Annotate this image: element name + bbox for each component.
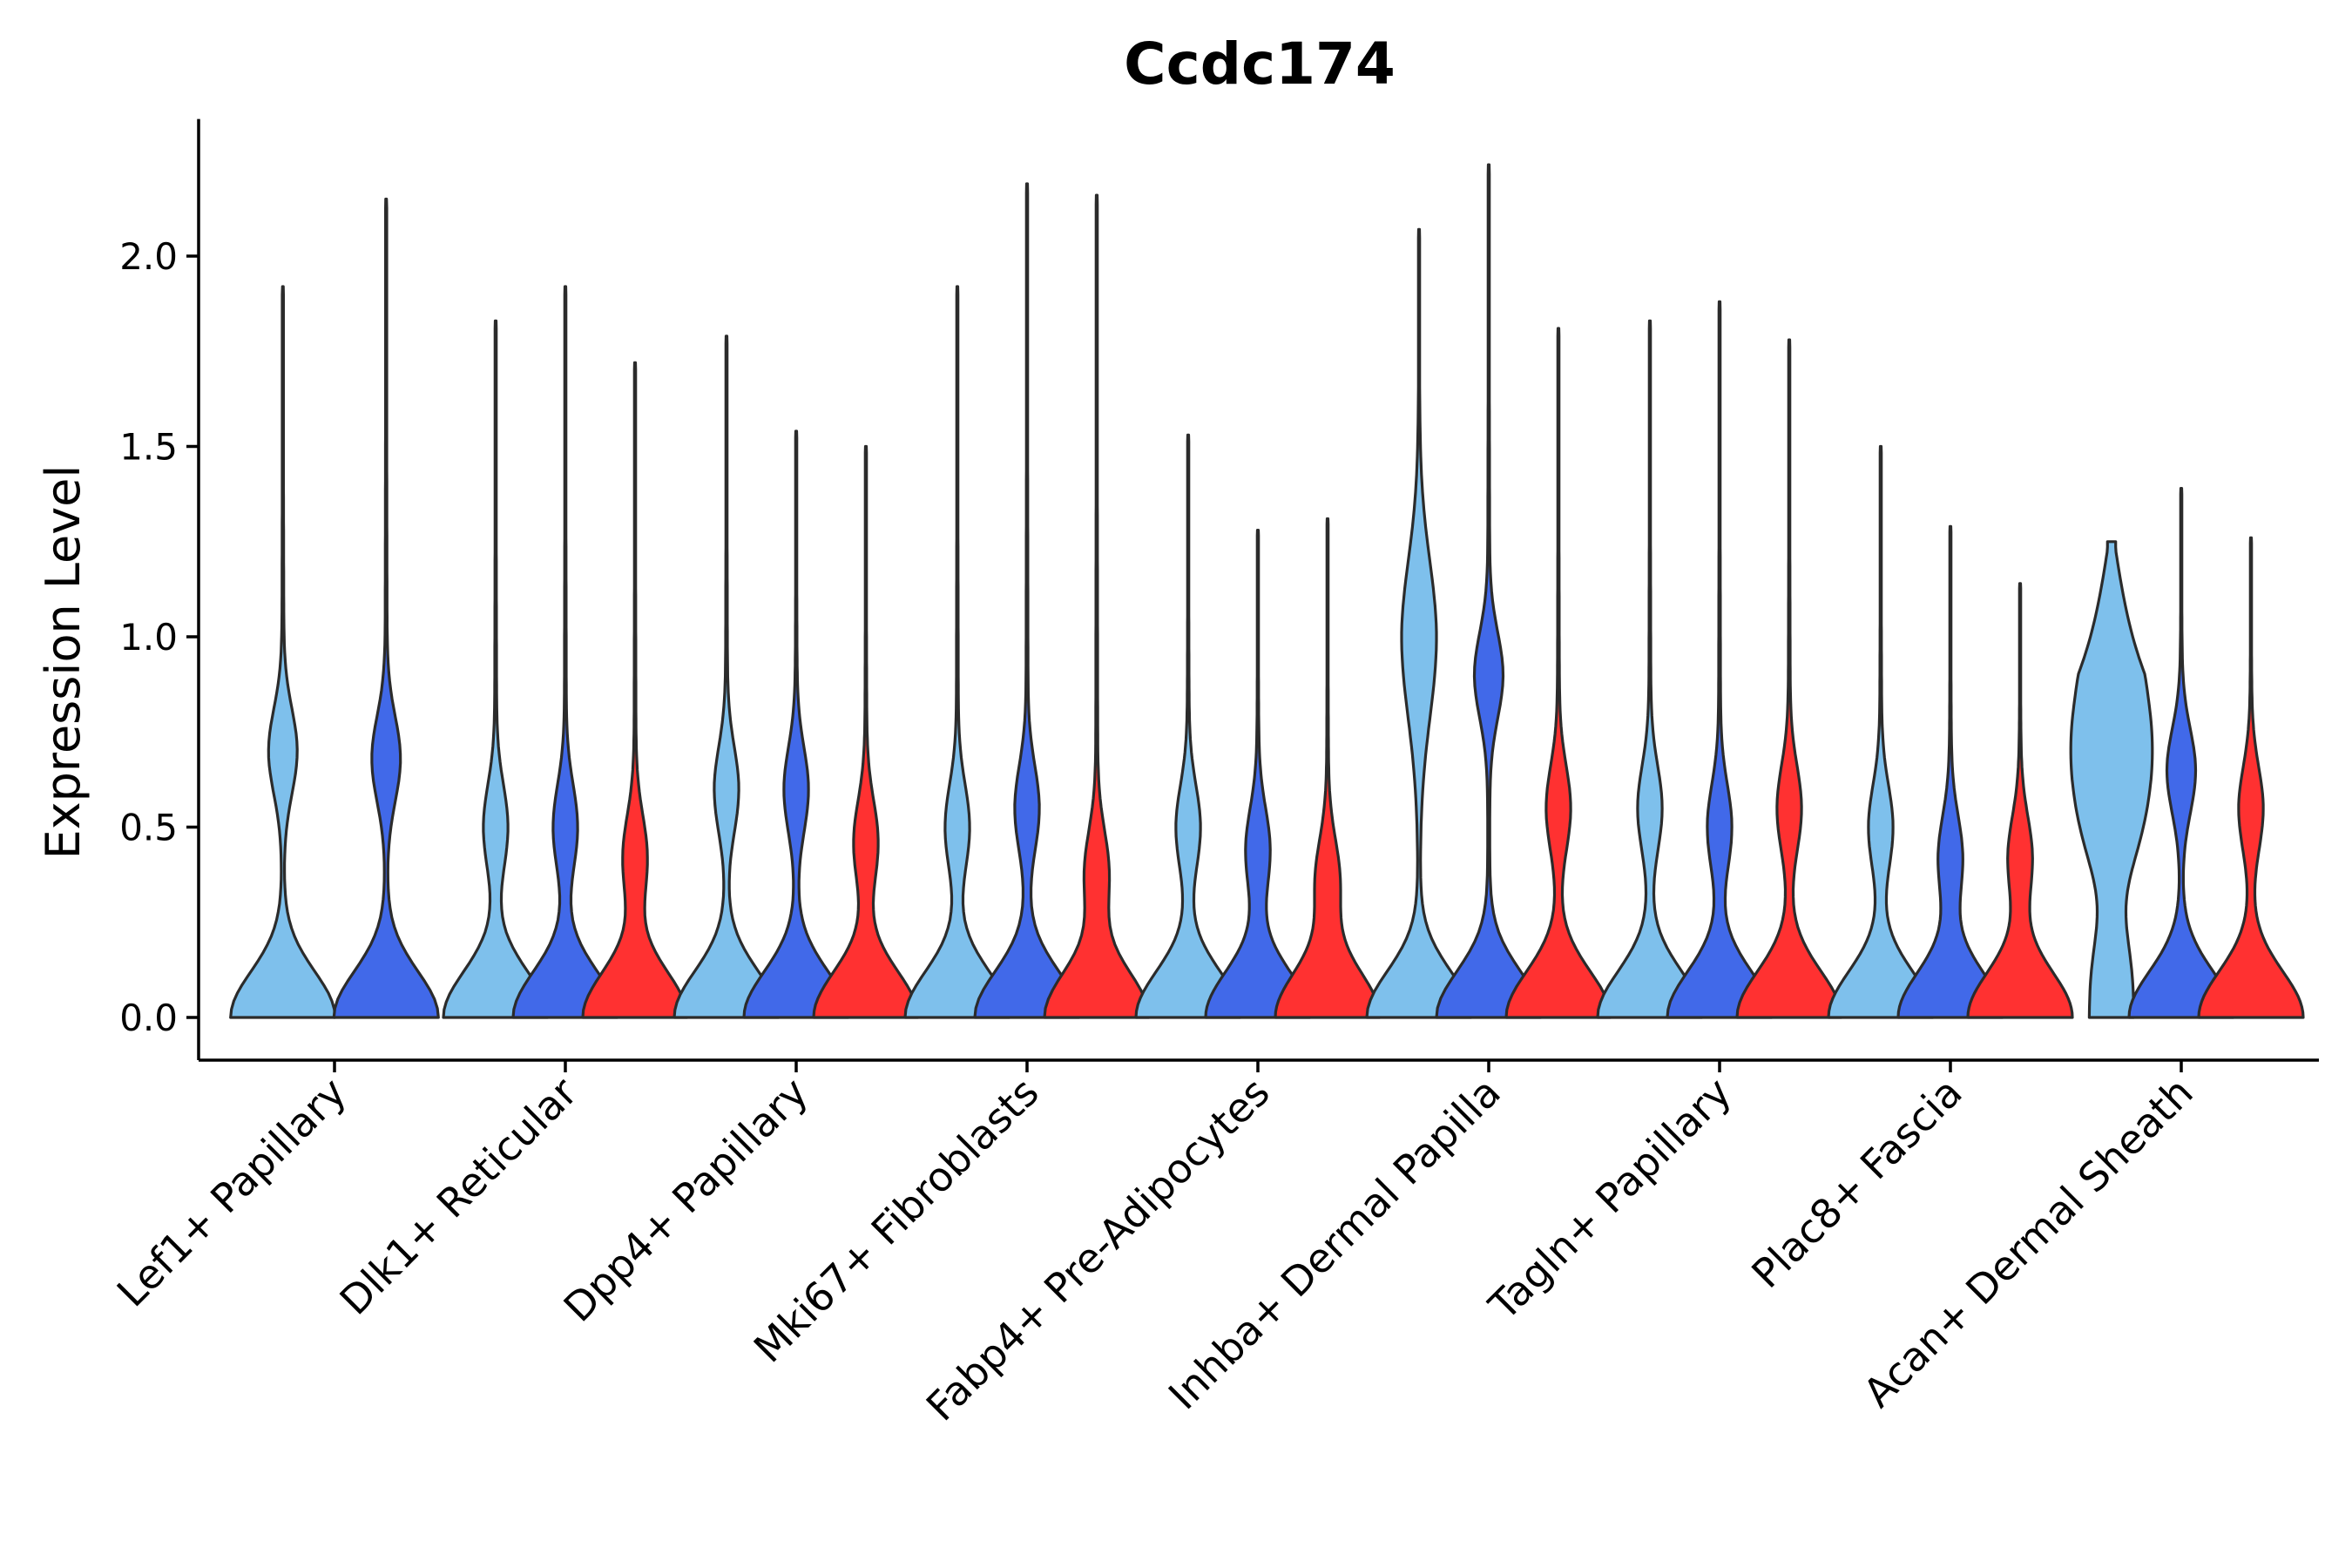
violin-mki67-fibroblasts-s2 bbox=[1043, 193, 1151, 1019]
y-tick-label: 0.0 bbox=[119, 997, 178, 1039]
violin-acan-dermal-sheath-s0 bbox=[2069, 540, 2154, 1019]
y-axis-ticks: 0.0 0.5 1.0 1.5 2.0 bbox=[119, 235, 199, 1039]
violin-fabp4-pre-adipocytes-s0 bbox=[1134, 433, 1242, 1019]
violin-mki67-fibroblasts-s1 bbox=[973, 182, 1081, 1019]
violin-plac8-fascia-s1 bbox=[1896, 524, 2004, 1019]
violin-tagln-papillary-s0 bbox=[1596, 319, 1704, 1019]
violin-dlk1-reticular-s2 bbox=[581, 361, 689, 1019]
violin-lef1-papillary-s1 bbox=[332, 197, 440, 1019]
violin-tagln-papillary-s2 bbox=[1735, 338, 1843, 1019]
y-axis-label: Expression Level bbox=[36, 465, 91, 860]
violin-inhba-dermal-papilla-s2 bbox=[1504, 327, 1612, 1019]
violin-fabp4-pre-adipocytes-s2 bbox=[1274, 517, 1382, 1019]
violin-dpp4-papillary-s1 bbox=[742, 429, 850, 1019]
violin-inhba-dermal-papilla-s0 bbox=[1365, 227, 1473, 1019]
violin-lef1-papillary-s0 bbox=[229, 285, 337, 1019]
x-tick-label: Dlk1+ Reticular bbox=[331, 1069, 586, 1324]
y-tick-label: 1.5 bbox=[119, 426, 178, 469]
violin-dpp4-papillary-s0 bbox=[672, 335, 781, 1019]
violin-acan-dermal-sheath-s2 bbox=[2197, 536, 2305, 1019]
y-tick-label: 0.5 bbox=[119, 807, 178, 849]
violin-mki67-fibroblasts-s0 bbox=[903, 285, 1011, 1019]
violin-dlk1-reticular-s0 bbox=[442, 319, 550, 1019]
violin-plac8-fascia-s0 bbox=[1827, 444, 1935, 1019]
violin-plac8-fascia-s2 bbox=[1966, 582, 2074, 1019]
x-tick-label: Plac8+ Fascia bbox=[1742, 1069, 1970, 1297]
violin-tagln-papillary-s1 bbox=[1666, 300, 1774, 1019]
x-tick-label: Dpp4+ Papillary bbox=[555, 1069, 817, 1331]
violin-fabp4-pre-adipocytes-s1 bbox=[1204, 529, 1312, 1019]
y-tick-label: 2.0 bbox=[119, 235, 178, 278]
violin-plot-area bbox=[229, 163, 2305, 1019]
violin-inhba-dermal-papilla-s1 bbox=[1435, 163, 1543, 1019]
y-tick-label: 1.0 bbox=[119, 616, 178, 659]
violin-dlk1-reticular-s1 bbox=[511, 285, 619, 1019]
chart-title: Ccdc174 bbox=[1124, 30, 1396, 98]
violin-dpp4-papillary-s2 bbox=[812, 444, 920, 1019]
x-tick-label: Lef1+ Papillary bbox=[108, 1069, 355, 1316]
x-tick-label: Tagln+ Papillary bbox=[1479, 1069, 1740, 1330]
violin-acan-dermal-sheath-s1 bbox=[2127, 487, 2235, 1019]
